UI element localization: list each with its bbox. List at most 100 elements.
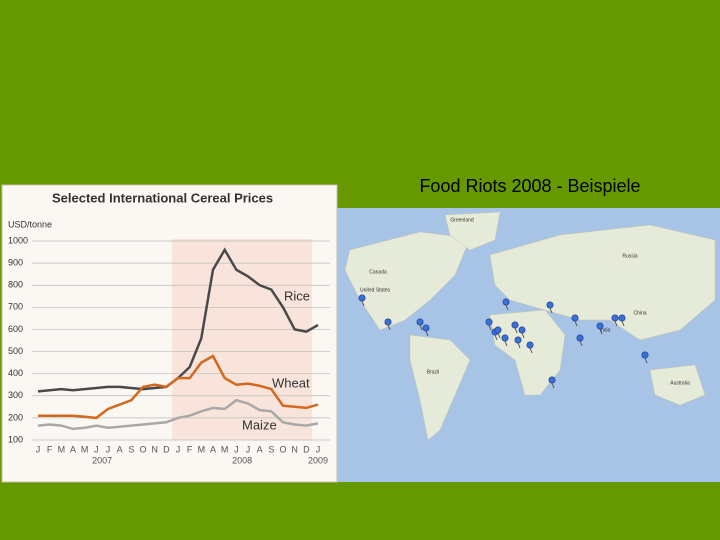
x-tick-label: A bbox=[117, 444, 123, 454]
map-pin bbox=[416, 318, 424, 326]
map-pin-stem bbox=[497, 332, 501, 339]
map-pin bbox=[501, 334, 509, 342]
year-label: 2007 bbox=[92, 455, 112, 465]
y-tick-label: 200 bbox=[8, 412, 23, 422]
map-label: Russia bbox=[622, 253, 638, 259]
y-tick-label: 800 bbox=[8, 280, 23, 290]
map-pin-stem bbox=[517, 342, 521, 349]
x-tick-label: J bbox=[176, 444, 181, 454]
map-pin-stem bbox=[599, 328, 603, 335]
map-label: Greenland bbox=[450, 217, 474, 223]
map-pin bbox=[494, 326, 502, 334]
map-pin-stem bbox=[419, 324, 423, 331]
year-label: 2009 bbox=[308, 455, 328, 465]
map-pin bbox=[518, 326, 526, 334]
x-tick-label: O bbox=[139, 444, 146, 454]
x-tick-label: A bbox=[210, 444, 216, 454]
africa bbox=[489, 309, 566, 396]
map-pin bbox=[571, 314, 579, 322]
series-label: Maize bbox=[242, 417, 277, 432]
slide-title: Food Riots 2008 - Beispiele bbox=[419, 176, 640, 196]
map-pin-stem bbox=[504, 340, 508, 347]
map: Greenland Canada United States Brazil Russia… bbox=[337, 208, 720, 482]
map-pin-stem bbox=[614, 320, 618, 327]
highlight-band bbox=[172, 239, 313, 440]
x-tick-label: N bbox=[151, 444, 158, 454]
map-label: Canada bbox=[369, 269, 387, 275]
map-pin bbox=[514, 336, 522, 344]
map-pin bbox=[511, 321, 519, 329]
x-tick-label: M bbox=[81, 444, 89, 454]
map-pin-stem bbox=[505, 304, 509, 311]
series-label: Rice bbox=[284, 288, 310, 303]
south-america bbox=[409, 334, 471, 441]
x-tick-label: J bbox=[36, 444, 41, 454]
map-pin bbox=[526, 341, 534, 349]
map-pin-stem bbox=[425, 330, 429, 337]
map-pin bbox=[611, 314, 619, 322]
map-pin-stem bbox=[521, 332, 525, 339]
series-line bbox=[37, 398, 319, 431]
y-tick-label: 600 bbox=[8, 324, 23, 334]
map-pin-stem bbox=[574, 320, 578, 327]
greenland bbox=[444, 211, 501, 251]
x-tick-label: M bbox=[221, 444, 229, 454]
x-tick-label: J bbox=[106, 444, 111, 454]
map-label: Australia bbox=[670, 380, 690, 386]
x-tick-label: D bbox=[163, 444, 170, 454]
australia bbox=[649, 364, 706, 406]
series-line bbox=[38, 354, 319, 420]
map-pin bbox=[485, 318, 493, 326]
y-tick-label: 1000 bbox=[8, 235, 28, 245]
x-tick-label: J bbox=[94, 444, 99, 454]
x-tick-label: O bbox=[279, 444, 286, 454]
y-tick-label: 700 bbox=[8, 302, 23, 312]
x-tick-label: J bbox=[246, 444, 251, 454]
map-label: United States bbox=[360, 287, 391, 293]
map-pin bbox=[596, 322, 604, 330]
map-pin-stem bbox=[529, 347, 533, 354]
map-pin bbox=[546, 301, 554, 309]
map-pin-stem bbox=[488, 324, 492, 331]
map-pin bbox=[384, 318, 392, 326]
map-pin-stem bbox=[621, 320, 625, 327]
x-tick-label: F bbox=[47, 444, 53, 454]
map-pin-stem bbox=[494, 334, 498, 341]
map-pin-stem bbox=[551, 382, 555, 389]
map-label: India bbox=[600, 327, 611, 333]
north-america bbox=[344, 231, 471, 331]
map-pin-stem bbox=[514, 327, 518, 334]
map-pin bbox=[502, 298, 510, 306]
map-pin bbox=[618, 314, 626, 322]
y-tick-label: 500 bbox=[8, 346, 23, 356]
map-pin bbox=[358, 294, 366, 302]
y-axis-label: USD/tonne bbox=[8, 219, 52, 229]
x-tick-label: D bbox=[303, 444, 310, 454]
x-tick-label: J bbox=[234, 444, 239, 454]
map-pin bbox=[576, 334, 584, 342]
y-tick-label: 300 bbox=[8, 390, 23, 400]
x-tick-label: F bbox=[187, 444, 193, 454]
x-tick-label: N bbox=[291, 444, 298, 454]
series-label: Wheat bbox=[272, 375, 310, 390]
chart-title: Selected International Cereal Prices bbox=[52, 190, 273, 205]
map-pin bbox=[422, 324, 430, 332]
eurasia bbox=[489, 224, 716, 341]
map-pin bbox=[548, 376, 556, 384]
y-tick-label: 400 bbox=[8, 368, 23, 378]
x-tick-label: J bbox=[316, 444, 321, 454]
map-pin-stem bbox=[361, 300, 365, 307]
x-tick-label: A bbox=[257, 444, 263, 454]
x-tick-label: S bbox=[128, 444, 134, 454]
x-tick-label: A bbox=[70, 444, 76, 454]
map-label: Brazil bbox=[427, 369, 440, 375]
x-tick-label: M bbox=[58, 444, 66, 454]
map-pin-stem bbox=[549, 307, 553, 314]
x-tick-label: M bbox=[198, 444, 206, 454]
map-pin bbox=[641, 351, 649, 359]
map-pin-stem bbox=[387, 324, 391, 331]
y-tick-label: 100 bbox=[8, 434, 23, 444]
x-tick-label: S bbox=[268, 444, 274, 454]
map-pin-stem bbox=[644, 357, 648, 364]
